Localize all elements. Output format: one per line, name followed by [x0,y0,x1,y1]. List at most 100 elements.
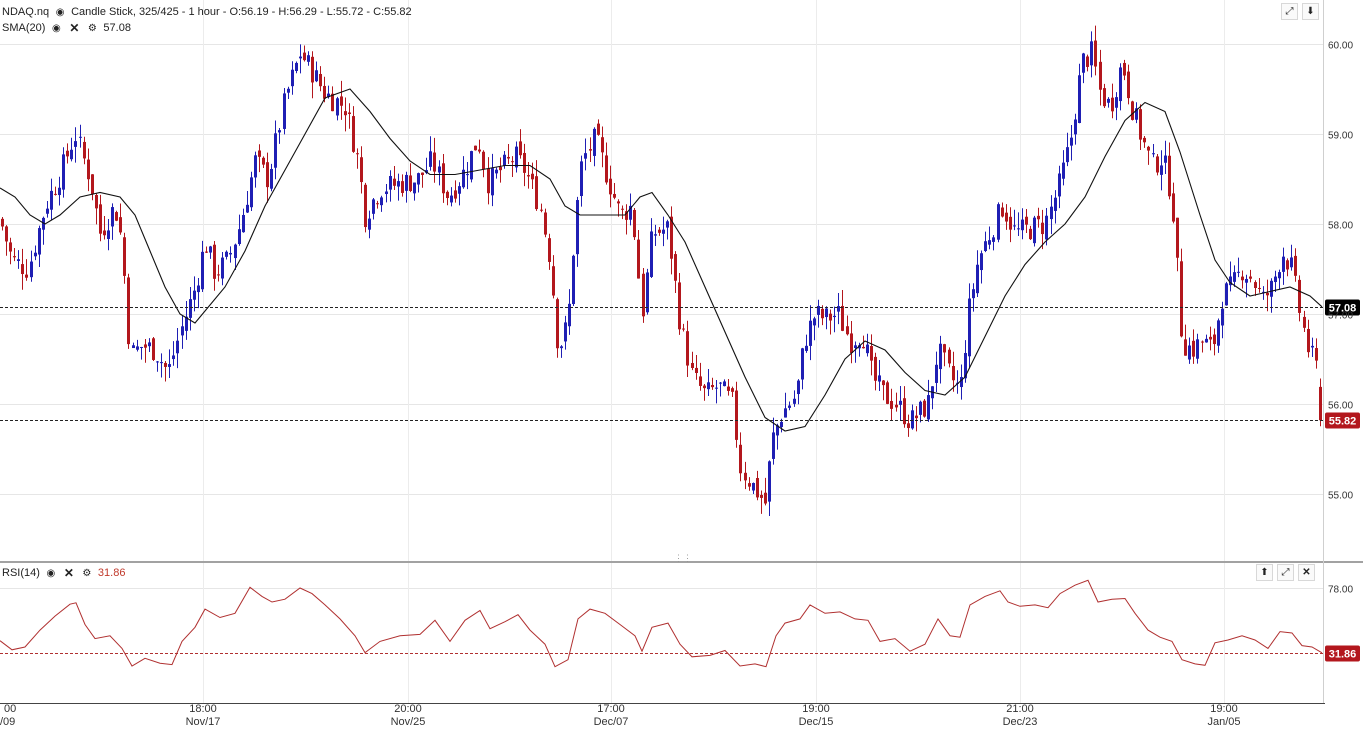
candle-body [511,161,514,163]
candle [784,392,787,418]
candle [34,245,37,261]
candle [1013,209,1016,231]
candle-body [886,382,889,404]
candle [446,190,449,206]
candle-body [776,425,779,436]
gear-icon[interactable]: ⚙ [87,22,97,34]
move-down-icon[interactable]: ⬇ [1302,3,1319,20]
close-icon[interactable]: ✕ [69,21,80,35]
candle-body [466,174,469,176]
close-icon[interactable]: ✕ [63,566,74,580]
candle-body [695,367,698,374]
candle [1237,257,1240,278]
candle [923,398,926,418]
candle [1282,247,1285,285]
candle [1115,92,1118,121]
rsi-badge-label: 31.86 [1329,649,1357,661]
rsi-value: 31.86 [97,567,126,579]
candle [482,150,485,178]
candle [79,124,82,148]
candle-body [1090,41,1093,66]
candle [1184,324,1187,356]
candle [1,216,4,231]
candle [397,173,400,201]
candle-body [1282,256,1285,272]
rsi-series [0,579,1323,668]
candle-body [1274,276,1277,283]
candle [731,386,734,397]
candle [748,477,751,491]
move-up-icon[interactable]: ⬆ [1256,564,1273,581]
candle-body [752,482,755,491]
candle-body [491,168,494,196]
candle [123,232,126,284]
candle [870,334,873,376]
candle-body [254,155,257,178]
candle [854,341,857,363]
eye-icon[interactable]: ◉ [55,6,65,18]
candle-body [209,246,212,253]
candle [393,166,396,190]
candle-body [311,56,314,83]
candle [825,306,828,330]
candle-body [287,88,290,93]
candle-body [148,342,151,347]
candle [1139,104,1142,150]
eye-icon[interactable]: ◉ [46,567,56,579]
candle [1180,248,1183,338]
candle-body [1209,336,1212,340]
candle [442,154,445,203]
candle [458,182,461,206]
candle-body [968,298,971,357]
candle [960,364,963,400]
candle [662,216,665,247]
close-icon[interactable]: ✕ [1298,564,1315,581]
candle [17,250,20,269]
candle [58,176,61,206]
candle-body [829,313,832,321]
expand-icon[interactable]: ⤢ [1281,3,1298,20]
candle [952,351,955,392]
candle [376,200,379,209]
candle-body [62,154,65,190]
candle-body [315,70,318,82]
eye-icon[interactable]: ◉ [52,22,61,34]
candle [1294,248,1297,282]
candle-body [164,362,167,367]
candle [9,237,12,265]
candle [642,267,645,323]
candle [5,225,8,256]
candle [1258,277,1261,293]
candle [499,157,502,183]
candle [1111,83,1114,119]
candle [756,470,759,501]
candle [858,342,861,357]
candle-body [156,361,159,363]
pane-resize-handle[interactable]: ⋮⋮ [674,553,692,563]
candle-body [682,328,685,330]
candle [813,316,816,341]
rsi-badge [1325,645,1360,662]
candle-body [5,226,8,242]
candle-body [1311,345,1314,348]
candle-body [805,345,808,351]
candle-body [821,308,824,319]
candle-body [111,207,114,227]
candle [939,335,942,384]
candle-body [66,150,69,157]
candle [948,347,951,368]
candle [262,156,265,169]
candle [707,368,710,397]
candle-body [948,349,951,364]
candle-body [368,218,371,230]
candle [1062,150,1065,186]
candle [715,380,718,404]
x-tick-label: 21:00 [1006,703,1034,715]
gear-icon[interactable]: ⚙ [82,567,92,579]
candle-body [91,174,94,195]
candle [589,137,592,163]
candle [915,406,918,432]
expand-icon[interactable]: ⤢ [1277,564,1294,581]
candle [1143,136,1146,148]
